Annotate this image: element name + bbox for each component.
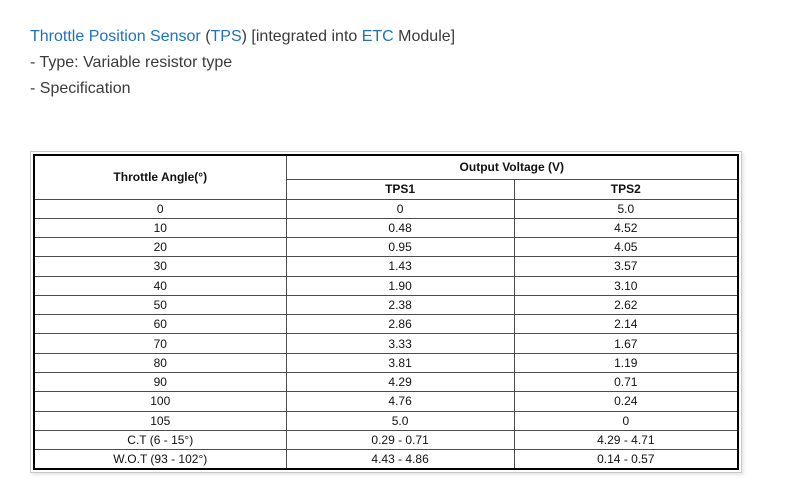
tps2-cell: 1.67 xyxy=(513,333,739,354)
angle-cell: 20 xyxy=(33,237,287,258)
tps1-cell: 3.33 xyxy=(285,333,515,354)
table-row: 0 0 5.0 xyxy=(33,198,739,219)
tps1-cell: 5.0 xyxy=(285,410,515,431)
tps2-cell: 4.52 xyxy=(513,217,739,239)
angle-cell: 10 xyxy=(33,217,287,239)
tps2-cell: 3.57 xyxy=(513,256,739,277)
tps1-cell: 2.86 xyxy=(285,314,515,335)
table-row: 10 0.48 4.52 xyxy=(33,217,739,239)
title-text-separator: ) [integrated into xyxy=(241,28,362,45)
table-row: C.T (6 - 15°) 0.29 - 0.71 4.29 - 4.71 xyxy=(33,429,739,451)
table-row: 70 3.33 1.67 xyxy=(33,333,739,354)
angle-cell: C.T (6 - 15°) xyxy=(33,429,287,451)
tps1-cell: 4.76 xyxy=(285,391,515,412)
tps2-cell: 0.14 - 0.57 xyxy=(513,449,739,470)
angle-cell: 30 xyxy=(33,256,287,277)
tps1-cell: 0.95 xyxy=(285,237,515,258)
angle-cell: 50 xyxy=(33,294,287,316)
output-voltage-group-header: Output Voltage (V) xyxy=(285,154,739,180)
table-row: 30 1.43 3.57 xyxy=(33,256,739,277)
tps1-cell: 3.81 xyxy=(285,352,515,374)
tps1-cell: 2.38 xyxy=(285,294,515,316)
title-text-separator: Module] xyxy=(393,28,456,45)
angle-cell: 0 xyxy=(33,198,287,219)
table-row: 105 5.0 0 xyxy=(33,410,739,431)
tps2-cell: 5.0 xyxy=(513,198,739,219)
specification-line: - Specification xyxy=(30,80,131,97)
table-row: 40 1.90 3.10 xyxy=(33,275,739,296)
tps1-cell: 4.29 xyxy=(285,372,515,393)
link-tps[interactable]: TPS xyxy=(210,28,242,45)
angle-cell: 100 xyxy=(33,391,287,412)
table-row: 50 2.38 2.62 xyxy=(33,294,739,316)
table-row: 100 4.76 0.24 xyxy=(33,391,739,412)
tps1-cell: 0.48 xyxy=(285,217,515,239)
throttle-angle-header: Throttle Angle(°) xyxy=(33,154,287,200)
tps1-cell: 1.43 xyxy=(285,256,515,277)
angle-cell: 80 xyxy=(33,352,287,374)
link-etc[interactable]: ETC xyxy=(361,28,394,45)
link-throttle-position-sensor[interactable]: Throttle Position Sensor xyxy=(30,28,201,45)
table-row: 20 0.95 4.05 xyxy=(33,237,739,258)
heading-block: Throttle Position Sensor (TPS) [integrat… xyxy=(30,24,455,102)
table-row: 90 4.29 0.71 xyxy=(33,372,739,393)
tps2-cell: 4.05 xyxy=(513,237,739,258)
table-row: 60 2.86 2.14 xyxy=(33,314,739,335)
tps2-cell: 2.62 xyxy=(513,294,739,316)
tps2-cell: 0.71 xyxy=(513,372,739,393)
table-row: W.O.T (93 - 102°) 4.43 - 4.86 0.14 - 0.5… xyxy=(33,449,739,470)
tps1-cell: 0 xyxy=(285,198,515,219)
angle-cell: 40 xyxy=(33,275,287,296)
tps2-cell: 2.14 xyxy=(513,314,739,335)
table-row: 80 3.81 1.19 xyxy=(33,352,739,374)
table-header-row-1: Throttle Angle(°) Output Voltage (V) xyxy=(33,154,739,200)
angle-cell: 90 xyxy=(33,372,287,393)
angle-cell: W.O.T (93 - 102°) xyxy=(33,449,287,470)
tps2-column-header: TPS2 xyxy=(513,178,739,200)
tps2-cell: 0 xyxy=(513,410,739,431)
tps1-cell: 1.90 xyxy=(285,275,515,296)
angle-cell: 70 xyxy=(33,333,287,354)
tps1-column-header: TPS1 xyxy=(285,178,515,200)
tps2-cell: 4.29 - 4.71 xyxy=(513,429,739,451)
tps1-cell: 0.29 - 0.71 xyxy=(285,429,515,451)
angle-cell: 60 xyxy=(33,314,287,335)
tps2-cell: 0.24 xyxy=(513,391,739,412)
tps1-cell: 4.43 - 4.86 xyxy=(285,449,515,470)
tps-spec-table: Throttle Angle(°) Output Voltage (V) TPS… xyxy=(33,154,739,470)
title-text-separator: ( xyxy=(200,28,211,45)
angle-cell: 105 xyxy=(33,410,287,431)
type-line: - Type: Variable resistor type xyxy=(30,54,233,71)
tps2-cell: 3.10 xyxy=(513,275,739,296)
page-title: Throttle Position Sensor (TPS) [integrat… xyxy=(30,24,455,50)
tps2-cell: 1.19 xyxy=(513,352,739,374)
spec-table-frame: Throttle Angle(°) Output Voltage (V) TPS… xyxy=(30,151,742,473)
